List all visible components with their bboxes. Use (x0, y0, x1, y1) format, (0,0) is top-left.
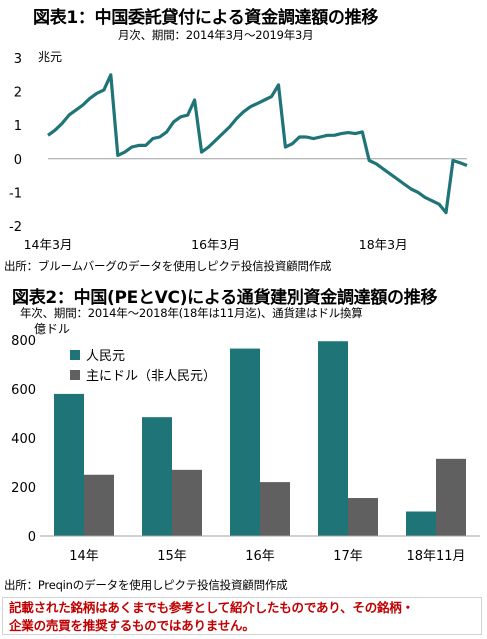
chart1-y-tick-label: 1 (14, 119, 22, 134)
chart1-title: 図表1：中国委託貸付による資金調達額の推移 (33, 8, 379, 28)
disclaimer-line-2: 企業の売買を推奨するものではありません。 (9, 618, 255, 633)
chart2-bar-usd (260, 482, 290, 536)
chart2-x-tick-label: 17年 (333, 549, 363, 564)
chart1-y-tick-label: -2 (9, 220, 22, 235)
chart2-x-tick-label: 14年 (69, 549, 99, 564)
chart2-x-tick-label: 15年 (157, 549, 187, 564)
chart2-y-tick-label: 0 (28, 530, 36, 545)
chart2-y-tick-label: 200 (11, 481, 36, 496)
chart1-x-tick-label: 14年3月 (24, 237, 73, 252)
disclaimer-line-1: 記載された銘柄はあくまでも参考として紹介したものであり、その銘柄・ (9, 600, 414, 615)
chart2-legend-label: 人民元 (86, 349, 125, 364)
chart1-source: 出所：ブルームバーグのデータを使用しピクテ投信投資顧問作成 (4, 259, 332, 273)
chart2-bar-rmb (54, 393, 84, 536)
chart2-y-unit: 億ドル (34, 322, 70, 336)
chart2-subtitle: 年次、期間：2014年～2018年(18年は11月迄)、通貨建はドル換算 (20, 306, 363, 320)
chart1-x-tick-label: 18年3月 (359, 237, 408, 252)
chart1-y-unit: 兆元 (38, 50, 62, 64)
chart1-y-tick-label: 2 (14, 86, 22, 101)
chart2-bar-rmb (318, 341, 348, 536)
chart1-x-tick-label: 16年3月 (191, 237, 240, 252)
chart2-y-tick-label: 800 (11, 334, 36, 349)
chart2-y-tick-label: 600 (11, 383, 36, 398)
chart2-source: 出所：Preqinのデータを使用しピクテ投信投資顧問作成 (4, 578, 288, 592)
chart2-bar-rmb (406, 511, 436, 536)
chart2-x-tick-label: 18年11月 (406, 549, 465, 564)
chart2-bar-rmb (230, 348, 260, 536)
chart1-y-tick-label: 3 (14, 52, 22, 67)
chart2-bar-usd (172, 469, 202, 536)
chart2-legend-swatch (70, 350, 80, 360)
chart2-bar-usd (84, 474, 114, 536)
chart2-legend-label: 主にドル（非人民元） (86, 369, 216, 384)
disclaimer-box: 記載された銘柄はあくまでも参考として紹介したものであり、その銘柄・ 企業の売買を… (2, 597, 482, 635)
chart1-series-line (47, 73, 468, 215)
chart1-y-tick-label: 0 (14, 153, 22, 168)
chart2-legend-swatch (70, 370, 80, 380)
chart2-bar-usd (348, 498, 378, 536)
chart2-title: 図表2：中国(PEとVC)による通貨建別資金調達額の推移 (12, 288, 438, 308)
chart2-bar-rmb (142, 417, 172, 536)
chart1-y-tick-label: -1 (9, 186, 22, 201)
chart2-bar-usd (436, 458, 466, 536)
chart1-line-chart: 兆元 3 2 1 0 -1 -2 14年3月 16年3月 18年3月 (9, 50, 468, 252)
chart2-y-tick-label: 400 (11, 432, 36, 447)
chart2-x-tick-label: 16年 (245, 549, 275, 564)
chart2-bar-chart: 億ドル 800 600 400 200 0 14年 15年 16年 17年 18年11月 人民元… (11, 322, 480, 564)
chart1-subtitle: 月次、期間：2014年3月～2019年3月 (118, 28, 314, 42)
